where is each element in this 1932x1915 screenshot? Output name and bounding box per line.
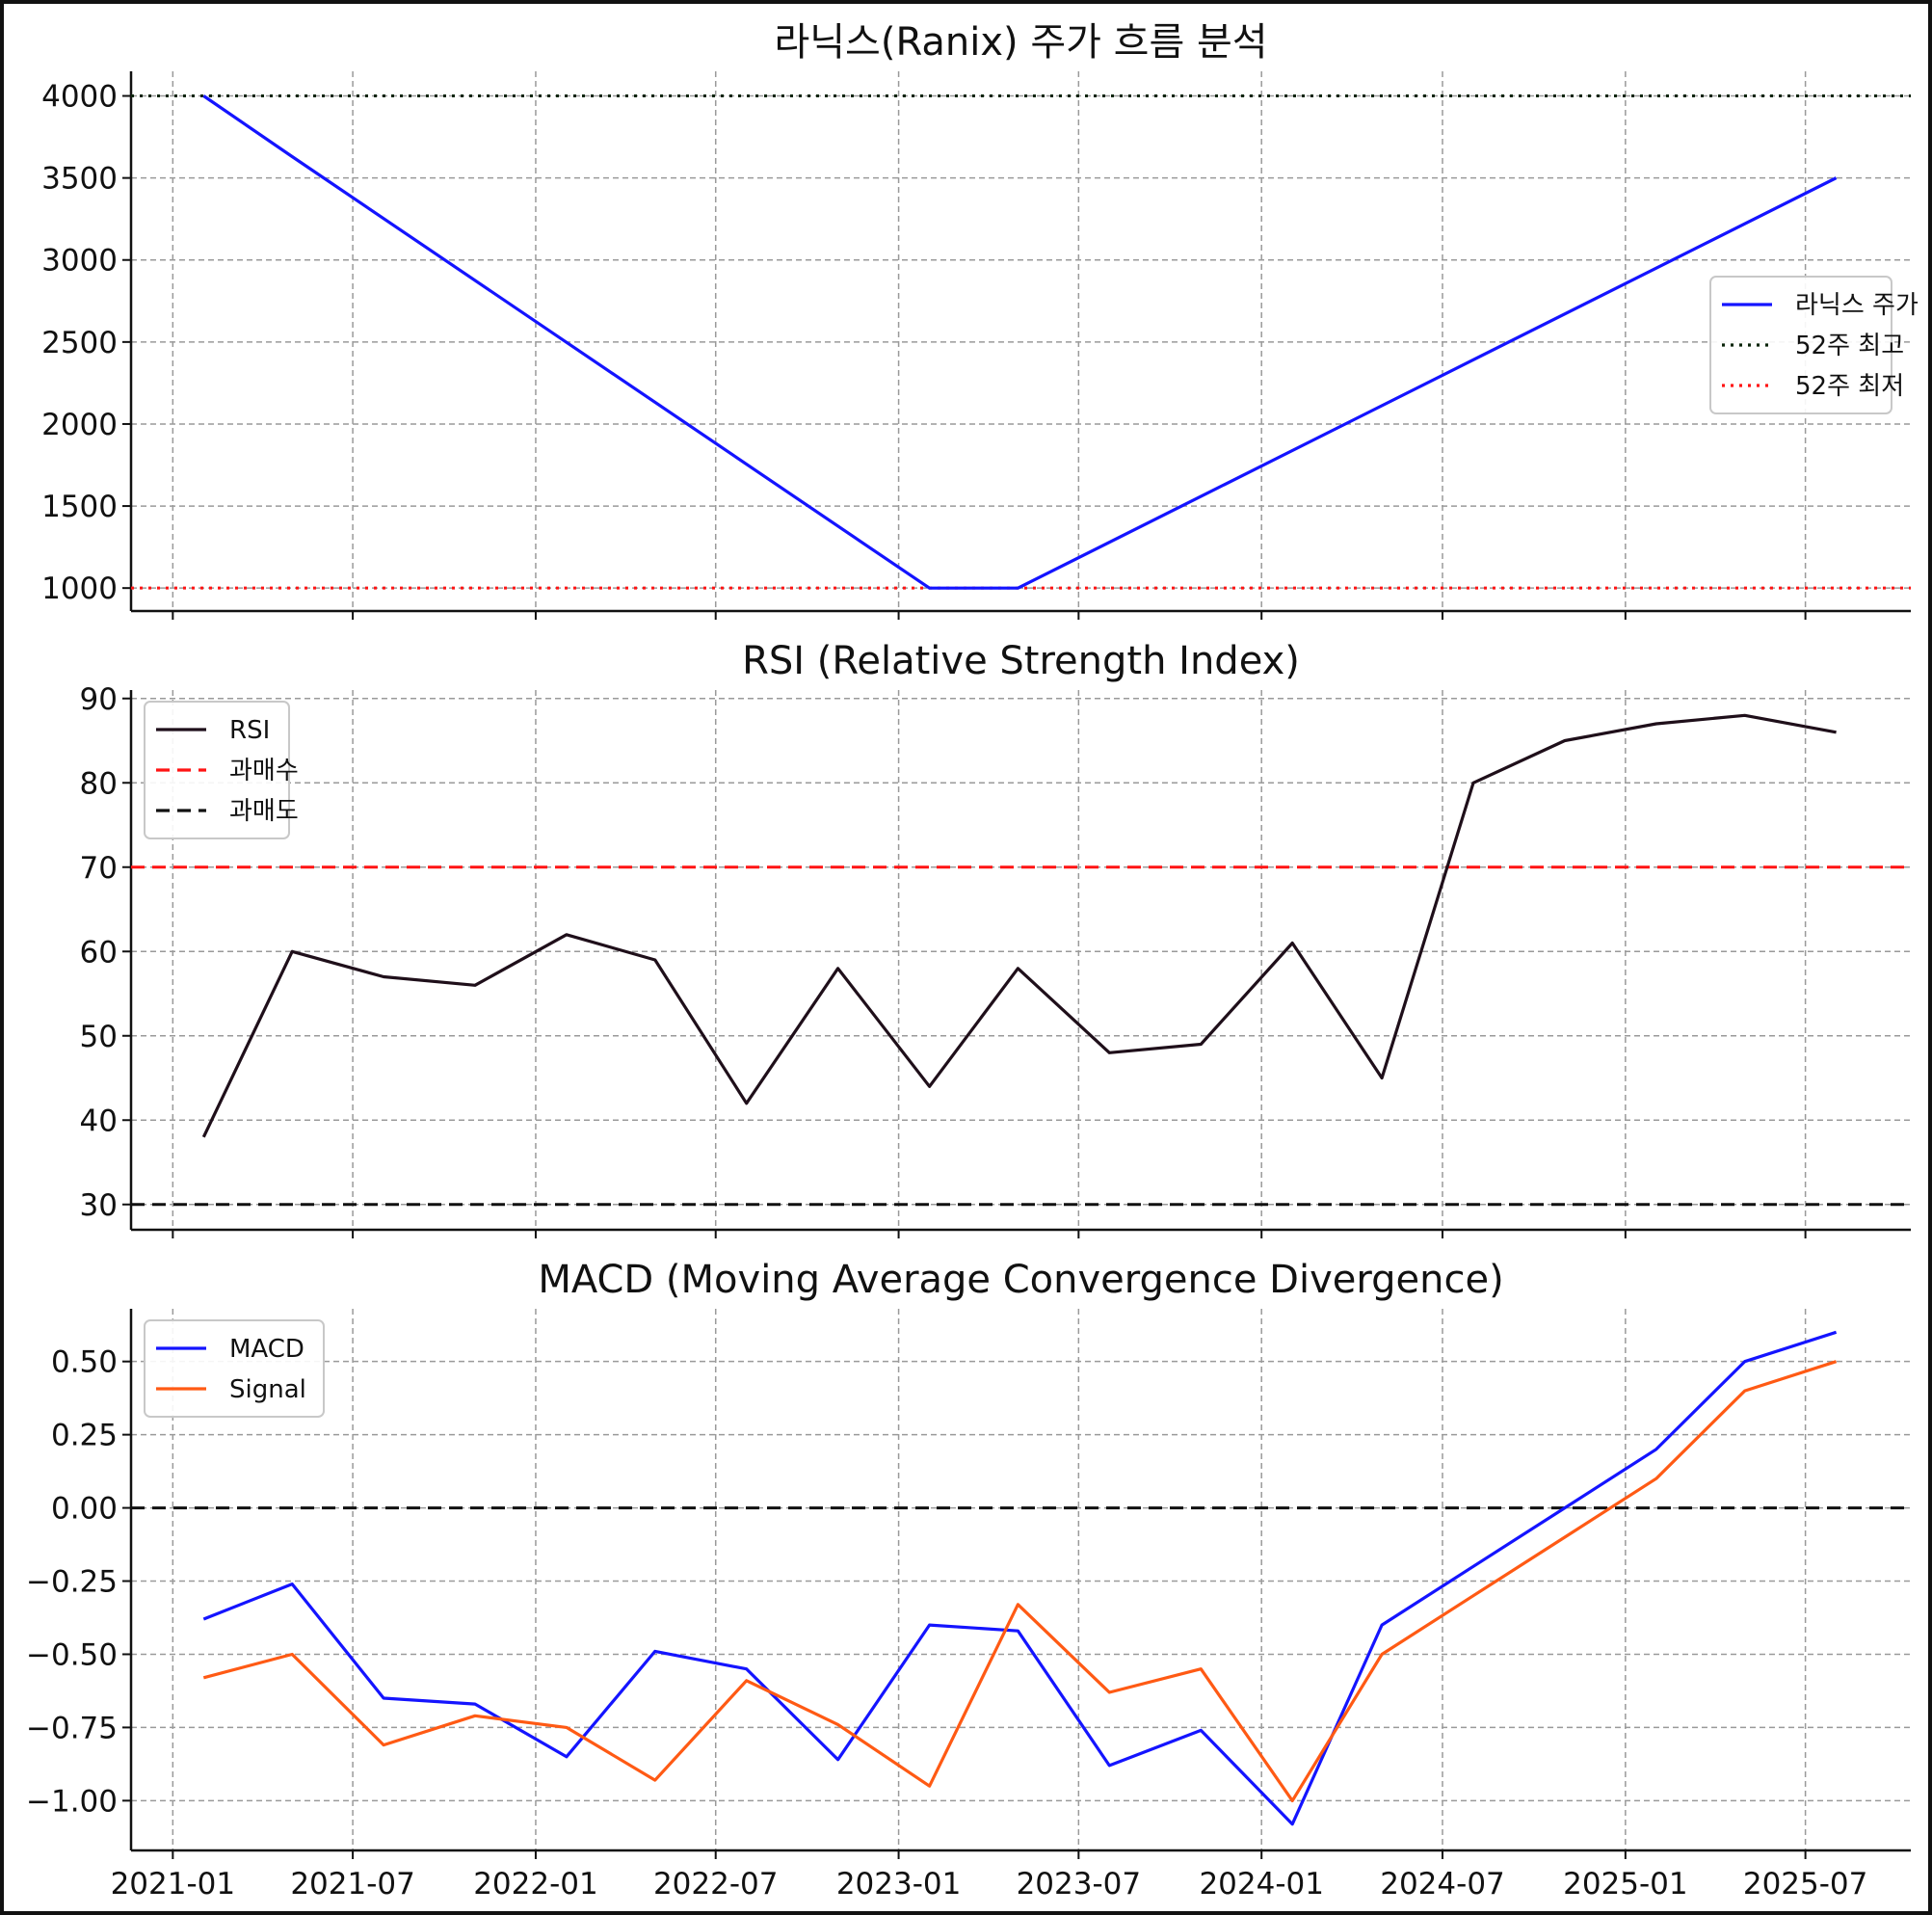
y-tick-label: −0.50 bbox=[26, 1637, 118, 1672]
legend: MACD Signal bbox=[144, 1319, 325, 1418]
y-tick-label: 0.00 bbox=[51, 1492, 118, 1527]
x-tick-label: 2022-07 bbox=[653, 1867, 779, 1902]
legend-box bbox=[144, 1319, 325, 1418]
x-tick-label: 2025-07 bbox=[1743, 1867, 1868, 1902]
x-tick-label: 2023-07 bbox=[1017, 1867, 1142, 1902]
legend-label: 52주 최고 bbox=[1795, 332, 1904, 360]
y-tick-label: 2500 bbox=[41, 326, 118, 360]
panel-3: MACD (Moving Average Convergence Diverge… bbox=[26, 1258, 1911, 1902]
y-tick-label: 0.50 bbox=[51, 1345, 118, 1380]
x-tick-label: 2021-07 bbox=[290, 1867, 415, 1902]
x-tick-label: 2024-07 bbox=[1380, 1867, 1505, 1902]
x-tick-label: 2025-01 bbox=[1563, 1867, 1688, 1902]
series-line-macd bbox=[202, 1330, 1838, 1826]
x-tick-label: 2021-01 bbox=[111, 1867, 236, 1902]
y-tick-label: −0.25 bbox=[26, 1565, 118, 1600]
y-tick-label: 0.25 bbox=[51, 1419, 118, 1453]
y-tick-label: 60 bbox=[80, 935, 118, 970]
legend-box bbox=[1709, 276, 1892, 414]
y-tick-label: 40 bbox=[80, 1104, 118, 1138]
y-tick-label: 30 bbox=[80, 1188, 118, 1223]
panel-title: 라닉스(Ranix) 주가 흐름 분석 bbox=[774, 20, 1267, 65]
x-tick-label: 2024-01 bbox=[1199, 1867, 1324, 1902]
y-tick-label: 80 bbox=[80, 766, 118, 801]
legend-box bbox=[144, 701, 290, 839]
y-tick-label: 2000 bbox=[41, 408, 118, 442]
panel-title: RSI (Relative Strength Index) bbox=[742, 639, 1300, 683]
y-tick-label: 3000 bbox=[41, 244, 118, 279]
y-tick-label: 1000 bbox=[41, 572, 118, 606]
legend-label: 52주 최저 bbox=[1795, 372, 1904, 401]
x-tick-label: 2023-01 bbox=[836, 1867, 962, 1902]
legend-label: MACD bbox=[229, 1335, 304, 1364]
y-tick-label: 70 bbox=[80, 851, 118, 886]
y-tick-label: 3500 bbox=[41, 162, 118, 197]
legend-label: 과매도 bbox=[229, 797, 299, 826]
y-tick-label: 1500 bbox=[41, 490, 118, 524]
panel-2: RSI (Relative Strength Index) 30 40 50 60 70 8… bbox=[80, 639, 1911, 1238]
series-line-signal bbox=[202, 1360, 1838, 1803]
legend-label: RSI bbox=[229, 716, 270, 745]
legend-label: Signal bbox=[229, 1375, 306, 1404]
y-tick-label: 50 bbox=[80, 1020, 118, 1054]
legend-label: 라닉스 주가 bbox=[1795, 291, 1919, 320]
series-line-라닉스 주가 bbox=[202, 94, 1838, 590]
y-tick-label: −0.75 bbox=[26, 1711, 118, 1745]
x-tick-label: 2022-01 bbox=[473, 1867, 598, 1902]
legend: 라닉스 주가 52주 최고 52주 최저 bbox=[1709, 276, 1919, 414]
legend-label: 과매수 bbox=[229, 757, 299, 785]
y-tick-label: 90 bbox=[80, 682, 118, 717]
panel-1: 라닉스(Ranix) 주가 흐름 분석 1000 1500 2000 2500 3000 3… bbox=[41, 20, 1919, 620]
panel-title: MACD (Moving Average Convergence Diverge… bbox=[538, 1258, 1503, 1302]
y-tick-label: −1.00 bbox=[26, 1784, 118, 1819]
series-line-rsi bbox=[201, 713, 1837, 1138]
y-tick-label: 4000 bbox=[41, 80, 118, 115]
